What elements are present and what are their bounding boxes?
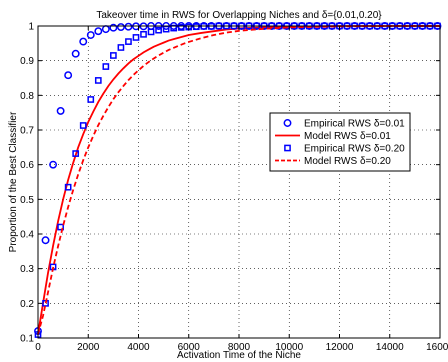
data-point-circle [109, 23, 118, 32]
y-tick-label: 0.6 [20, 160, 34, 171]
data-point-square [155, 26, 162, 34]
data-point-circle [86, 31, 95, 39]
data-point-circle [56, 106, 65, 115]
x-tick-label: 6000 [178, 342, 201, 353]
legend-marker-square [284, 144, 291, 152]
data-point-square [94, 77, 102, 84]
data-point-square [110, 52, 117, 59]
data-point-square [57, 223, 64, 231]
data-point-circle [79, 37, 88, 46]
legend-marker-circle [283, 119, 292, 127]
data-point-circle [41, 236, 50, 245]
data-point-square [79, 122, 87, 129]
data-point-circle [94, 27, 103, 36]
x-tick-label: 10000 [275, 342, 303, 353]
x-tick-label: 14000 [376, 342, 404, 353]
y-tick-label: 0.8 [20, 91, 34, 102]
data-point-circle [124, 22, 133, 31]
y-tick-label: 0.9 [20, 56, 34, 67]
y-axis-label: Proportion of the Best Classifier [8, 111, 19, 252]
plot-area [34, 22, 442, 338]
data-point-square [132, 34, 140, 41]
x-tick-label: 4000 [127, 342, 150, 353]
x-axis-label: Activation Time of the Niche [177, 350, 301, 361]
y-tick-label: 0.5 [20, 195, 34, 206]
data-point-square [87, 96, 95, 103]
data-point-square [72, 150, 80, 157]
series-line-3 [37, 25, 440, 335]
series-line-1 [37, 25, 440, 335]
chart-title: Takeover time in RWS for Overlapping Nic… [96, 10, 382, 21]
data-point-square [125, 38, 132, 45]
data-point-square [64, 183, 72, 191]
data-point-square [117, 44, 125, 51]
y-tick-label: 0.4 [20, 230, 34, 241]
data-point-square [102, 63, 110, 70]
legend-entry-label: Model RWS δ=0.01 [304, 131, 391, 142]
grid [38, 26, 440, 338]
data-point-square [147, 28, 155, 36]
data-point-square [162, 25, 170, 33]
x-tick-label: 2000 [77, 342, 100, 353]
y-tick-label: 0.7 [20, 126, 34, 137]
data-point-circle [101, 25, 110, 34]
x-tick-label: 8000 [228, 342, 251, 353]
data-point-square [140, 30, 147, 38]
legend-entry-label: Empirical RWS δ=0.20 [304, 144, 405, 155]
data-point-circle [64, 71, 73, 80]
x-tick-label: 12000 [326, 342, 354, 353]
data-point-circle [116, 23, 125, 31]
data-point-circle [49, 160, 58, 169]
data-point-square [177, 24, 185, 31]
legend-entry-label: Empirical RWS δ=0.01 [304, 119, 405, 130]
y-tick-label: 0.2 [20, 299, 34, 310]
y-tick-label: 0.1 [20, 334, 34, 345]
legend-entry-label: Model RWS δ=0.20 [304, 156, 391, 167]
y-tick-label: 0.3 [20, 264, 34, 275]
data-point-circle [71, 49, 80, 58]
data-point-square [192, 23, 200, 31]
data-point-square [170, 24, 178, 32]
x-tick-label: 0 [35, 342, 41, 353]
y-tick-label: 1 [28, 22, 34, 33]
